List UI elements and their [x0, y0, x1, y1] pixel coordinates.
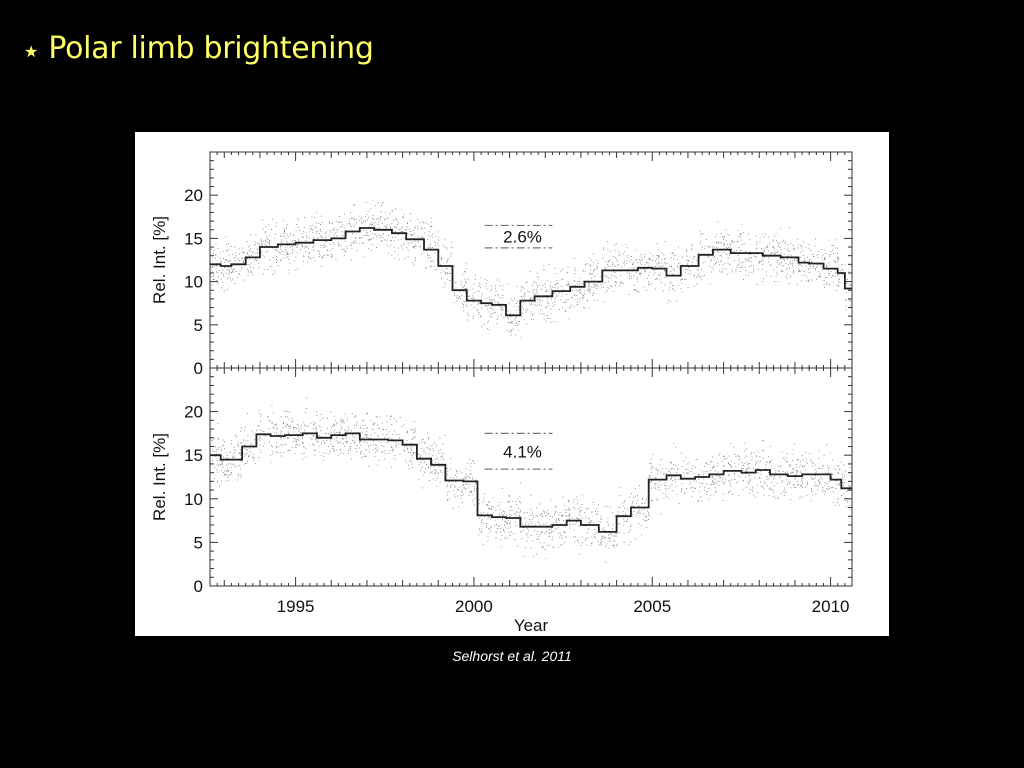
slide-title: ★ Polar limb brightening — [24, 26, 374, 70]
x-tick-label: 2010 — [812, 597, 850, 616]
chart-svg: 0 5 10 15 20 Rel. Int. [%] 2.6% 0 5 10 15 20 Rel. In… — [150, 151, 853, 635]
x-axis-label: Year — [514, 616, 549, 635]
y-tick-label: 5 — [194, 533, 203, 552]
y-tick-label: 20 — [184, 186, 203, 205]
figure-caption: Selhorst et al. 2011 — [452, 648, 572, 664]
y-tick-label: 15 — [184, 446, 203, 465]
scatter-points-bottom — [210, 397, 853, 563]
chart-figure: 0 5 10 15 20 Rel. Int. [%] 2.6% 0 5 10 15 20 Rel. In… — [135, 132, 889, 636]
y-axis-label: Rel. Int. [%] — [150, 216, 169, 304]
y-tick-label: 0 — [194, 359, 203, 378]
slide-title-text: Polar limb brightening — [48, 30, 374, 66]
x-tick-label: 1995 — [277, 597, 315, 616]
plot-frame-bottom — [209, 367, 853, 587]
star-icon: ★ — [24, 44, 39, 61]
x-tick-label: 2005 — [633, 597, 671, 616]
x-tick-label: 2000 — [455, 597, 493, 616]
y-tick-label: 15 — [184, 229, 203, 248]
y-tick-label: 20 — [184, 403, 203, 422]
y-tick-label: 0 — [194, 577, 203, 596]
step-line-top — [210, 227, 852, 317]
y-axis-label: Rel. Int. [%] — [150, 433, 169, 521]
y-tick-label: 10 — [184, 490, 203, 509]
y-tick-label: 10 — [184, 273, 203, 292]
annotation-label: 2.6% — [503, 228, 542, 247]
annotation-label: 4.1% — [503, 442, 542, 461]
step-line-bottom — [210, 432, 852, 533]
y-tick-label: 5 — [194, 316, 203, 335]
plot-frame-top — [209, 151, 853, 369]
scatter-points-top — [210, 199, 853, 338]
